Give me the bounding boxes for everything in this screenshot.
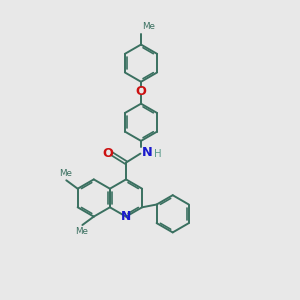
Text: Me: Me bbox=[142, 22, 155, 32]
Text: Me: Me bbox=[58, 169, 71, 178]
Text: H: H bbox=[154, 149, 162, 159]
Text: N: N bbox=[121, 210, 131, 223]
Text: Me: Me bbox=[75, 227, 88, 236]
Text: O: O bbox=[135, 85, 146, 98]
Text: N: N bbox=[142, 146, 153, 159]
Text: O: O bbox=[102, 146, 113, 160]
